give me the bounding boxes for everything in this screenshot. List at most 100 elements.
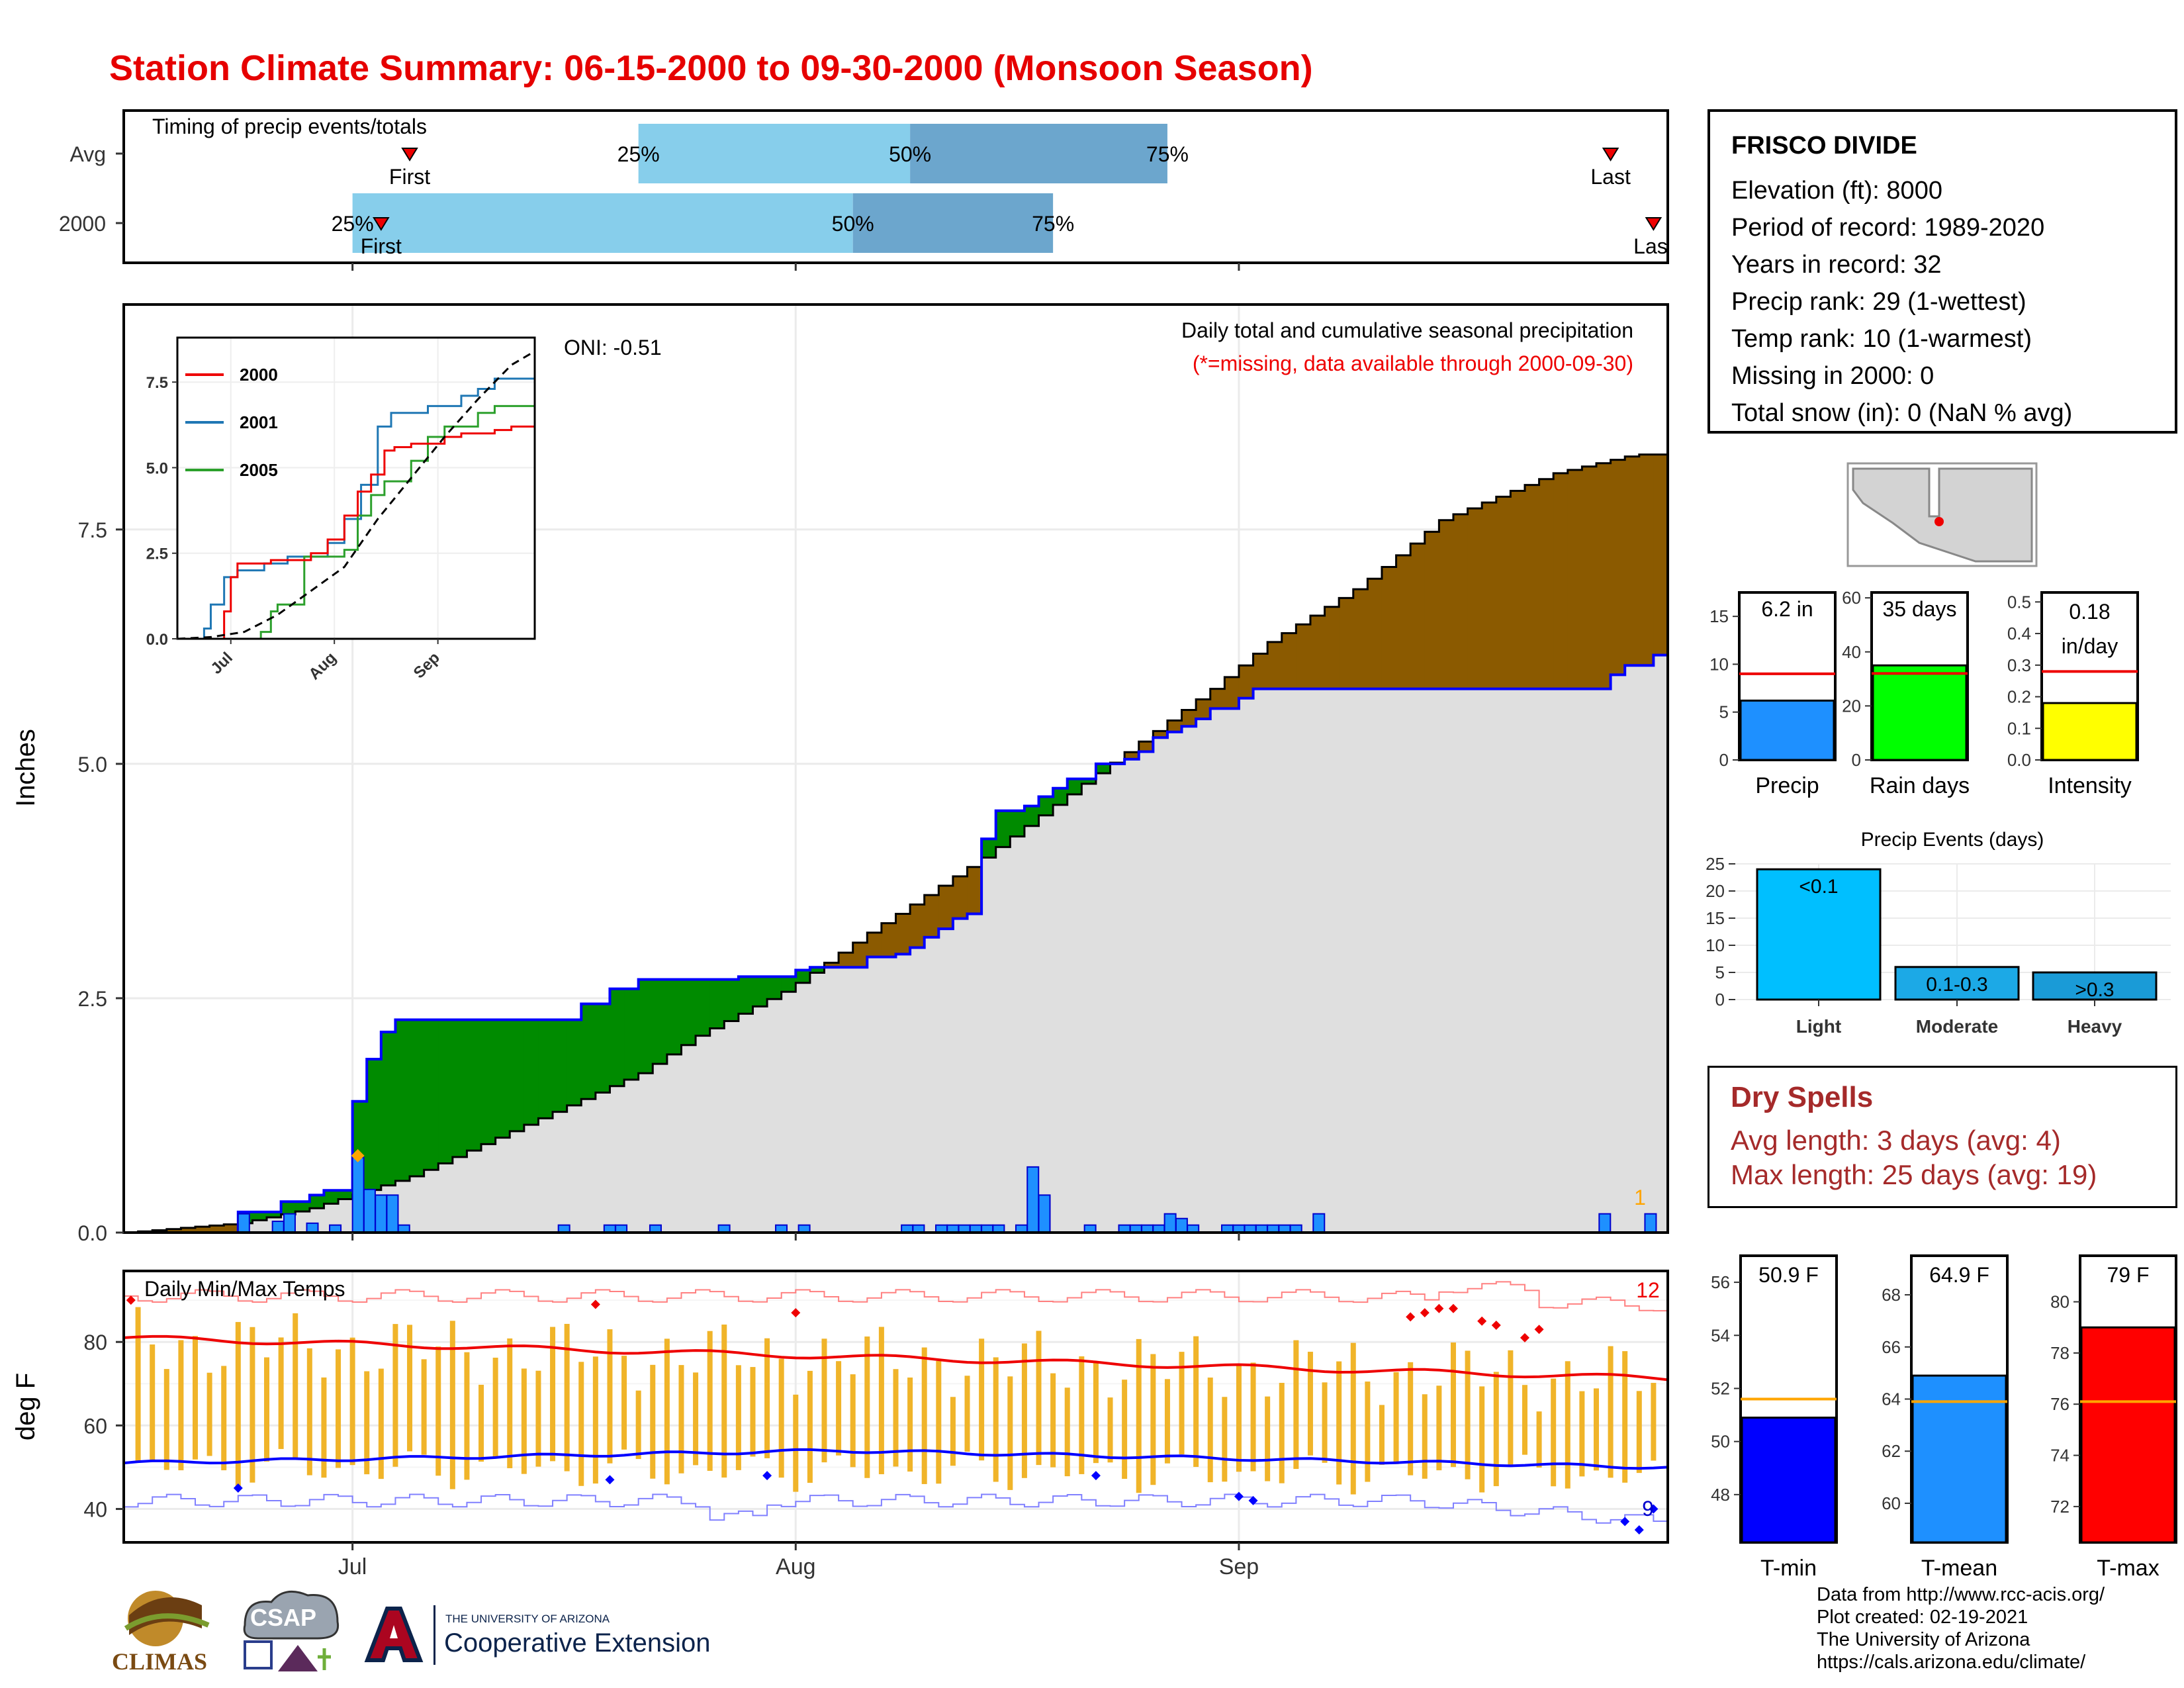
temp-daily-bar xyxy=(378,1368,384,1479)
precip-diff-area xyxy=(224,1224,239,1233)
temp-record-high-marker-icon xyxy=(1534,1325,1544,1335)
inset-ytick-label: 0.0 xyxy=(146,631,168,649)
temp-daily-bar xyxy=(521,1368,527,1474)
timing-edge-mask xyxy=(1669,199,1709,265)
precip-diff-area xyxy=(424,1019,439,1170)
precip-diff-area xyxy=(696,979,711,1036)
precip-diff-area xyxy=(595,1004,610,1093)
temp-daily-bar xyxy=(1436,1385,1442,1471)
precip-diff-area xyxy=(209,1225,224,1233)
temp-daily-bar xyxy=(950,1397,956,1466)
temp-record-high-marker-icon xyxy=(1406,1312,1416,1322)
precip-avg-line xyxy=(124,453,1668,1234)
temp-daily-bar xyxy=(1307,1352,1313,1456)
temp-daily-bar xyxy=(550,1327,556,1462)
precip-diff-area xyxy=(881,923,896,957)
oni-label: ONI: -0.51 xyxy=(564,336,662,359)
precip-note: Daily total and cumulative seasonal prec… xyxy=(1181,318,1633,342)
precip-diff-area xyxy=(538,1019,553,1119)
temp-daily-bar xyxy=(1021,1343,1027,1478)
summary-bar-fill xyxy=(1739,699,1835,761)
missing-count: 1 xyxy=(1634,1186,1646,1209)
temp-daily-bar xyxy=(349,1337,355,1466)
credit-line: Plot created: 02-19-2021 xyxy=(1817,1607,2028,1628)
temp-daily-bar xyxy=(592,1356,598,1484)
temp-daily-bar xyxy=(1393,1372,1399,1464)
precip-diff-area xyxy=(1181,710,1197,727)
temp-record-low-marker-icon xyxy=(1620,1517,1630,1526)
precip-diff-area xyxy=(824,962,839,968)
temp-summary-ytick-label: 52 xyxy=(1711,1378,1730,1398)
temp-daily-bar xyxy=(178,1340,184,1471)
events-title: Precip Events (days) xyxy=(1861,829,2044,851)
temp-daily-bar xyxy=(1593,1388,1599,1471)
csap-logo-text: CSAP xyxy=(250,1604,317,1631)
temp-daily-bar xyxy=(864,1336,870,1478)
timing-q50: 50% xyxy=(889,142,931,166)
temp-daily-bar xyxy=(921,1347,927,1484)
precip-diff-area xyxy=(1582,466,1597,689)
temp-daily-bar xyxy=(578,1362,584,1486)
timing-q25: 25% xyxy=(332,212,374,236)
precip-diff-area xyxy=(581,1004,596,1100)
timing-q75: 75% xyxy=(1032,212,1074,236)
events-bar-label: >0.3 xyxy=(2075,979,2114,1001)
inset-series-2000 xyxy=(177,416,536,640)
temp-daily-bar xyxy=(1565,1361,1570,1489)
precip-diff-area xyxy=(1625,456,1640,666)
precip-diff-area xyxy=(1653,454,1668,655)
events-bar-label: <0.1 xyxy=(1799,876,1838,898)
summary-bar-fill xyxy=(2042,702,2138,761)
precip-diff-area xyxy=(1396,555,1411,689)
events-ytick-label: 20 xyxy=(1706,881,1725,901)
daily-precip-bar xyxy=(1026,1166,1040,1233)
precip-diff-area xyxy=(1510,491,1525,689)
ua-divider xyxy=(433,1605,435,1665)
precip-diff-area xyxy=(1138,741,1154,752)
temp-daily-bar xyxy=(693,1372,699,1466)
precip-diff-area xyxy=(1053,788,1068,805)
record-low-count: 9 xyxy=(1642,1497,1654,1521)
precip-diff-area xyxy=(681,979,696,1045)
precip-diff-area xyxy=(495,1019,510,1138)
precip-diff-area xyxy=(1238,665,1254,698)
station-info-box: FRISCO DIVIDE Elevation (ft): 8000 Perio… xyxy=(1707,109,2177,434)
credit-line: https://cals.arizona.edu/climate/ xyxy=(1817,1652,2086,1673)
temp-daily-bar xyxy=(1222,1397,1228,1482)
precip-diff-area xyxy=(281,1201,296,1215)
ua-a-icon xyxy=(364,1607,424,1662)
temp-title: Daily Min/Max Temps xyxy=(144,1277,345,1301)
temp-daily-bar xyxy=(1193,1336,1199,1467)
precip-diff-area xyxy=(796,970,811,983)
events-ytick-label: 5 xyxy=(1715,962,1725,982)
temp-daily-bar xyxy=(821,1338,827,1463)
precip-diff-area xyxy=(1153,731,1168,738)
station-location-marker-icon xyxy=(1934,517,1944,526)
precip-panel-border xyxy=(122,303,1669,1234)
events-category-label: Moderate xyxy=(1916,1016,1998,1037)
timing-marker-icon xyxy=(1645,217,1662,231)
daily-precip-bar xyxy=(386,1194,399,1233)
precip-diff-area xyxy=(995,810,1011,847)
temp-summary-ytick-label: 68 xyxy=(1882,1285,1901,1305)
inset-ytick-label: 7.5 xyxy=(146,374,168,392)
temp-daily-bar xyxy=(1651,1383,1657,1461)
precip-diff-area xyxy=(952,876,968,919)
daily-precip-bar xyxy=(1598,1213,1612,1233)
temp-summary-value: 50.9 F xyxy=(1758,1263,1819,1287)
timing-marker-icon xyxy=(1602,148,1619,162)
temp-summary-label: T-min xyxy=(1760,1556,1817,1581)
temp-record-high-line xyxy=(124,1281,1668,1312)
temp-ytick-label: 60 xyxy=(83,1414,107,1438)
precip-diff-area xyxy=(367,1059,382,1190)
temp-daily-bar xyxy=(1322,1382,1328,1463)
summary-bar-ytick-label: 20 xyxy=(1842,696,1861,716)
precip-diff-area xyxy=(1482,502,1497,689)
temp-summary-ytick-label: 56 xyxy=(1711,1272,1730,1292)
temp-summary-value: 79 F xyxy=(2107,1263,2149,1287)
summary-bar-fill xyxy=(1872,664,1968,761)
temp-daily-bar xyxy=(1093,1362,1099,1464)
summary-bar-label: Intensity xyxy=(2048,773,2132,798)
summary-bar-value: 0.18 xyxy=(2069,600,2110,624)
temp-summary-ytick-label: 64 xyxy=(1882,1389,1901,1409)
